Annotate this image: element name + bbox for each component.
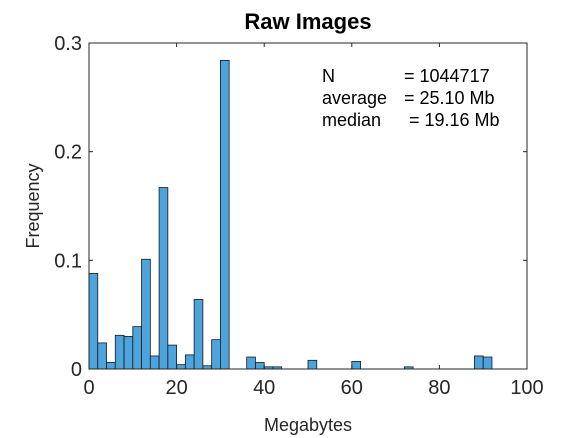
histogram-bar	[246, 356, 256, 370]
x-tick-label: 0	[83, 377, 94, 399]
histogram-bar	[88, 272, 99, 370]
histogram-bar	[482, 356, 493, 370]
x-tick-label: 40	[253, 377, 275, 399]
annotation-median-label: median	[322, 110, 381, 130]
histogram-bar	[106, 362, 116, 370]
histogram-bar	[97, 342, 107, 370]
histogram-bar	[219, 59, 230, 370]
histogram-bar	[141, 258, 151, 370]
histogram-bar	[211, 339, 221, 370]
x-tick-label: 100	[510, 377, 543, 399]
stats-annotation: N = 1044717 average = 25.10 Mb median = …	[322, 66, 500, 130]
histogram-bar	[149, 355, 160, 370]
x-tick-label: 80	[428, 377, 450, 399]
annotation-average-value: = 25.10 Mb	[404, 88, 495, 108]
histogram-bar	[158, 187, 169, 370]
ticks-group: 0 20 40 60 80 100 0 0.1 0.2 0.3	[54, 33, 544, 399]
x-tick-label: 20	[165, 377, 187, 399]
plot-frame	[88, 42, 528, 370]
y-tick-label: 0.3	[54, 33, 82, 55]
histogram-bar	[184, 354, 195, 370]
y-tick-label: 0	[71, 359, 82, 381]
annotation-n-label: N	[322, 66, 335, 86]
histogram-bar	[132, 326, 142, 370]
histogram-bar	[193, 299, 204, 370]
bars-group	[88, 59, 493, 370]
x-axis-label: Megabytes	[264, 415, 352, 435]
chart-title: Raw Images	[244, 9, 371, 34]
x-tick-label: 60	[341, 377, 363, 399]
histogram-bar	[307, 359, 318, 370]
annotation-average-label: average	[322, 88, 387, 108]
annotation-n-value: = 1044717	[404, 66, 490, 86]
annotation-median-value: = 19.16 Mb	[404, 110, 500, 130]
histogram-bar	[474, 355, 484, 370]
y-tick-label: 0.2	[54, 142, 82, 164]
histogram-bar	[167, 344, 177, 370]
histogram-bar	[176, 364, 186, 370]
histogram-bar	[123, 335, 134, 370]
y-tick-label: 0.1	[54, 250, 82, 272]
histogram-bar	[351, 360, 361, 370]
histogram-bar	[114, 334, 125, 370]
y-axis-label: Frequency	[23, 163, 43, 248]
histogram-bar	[255, 362, 265, 370]
